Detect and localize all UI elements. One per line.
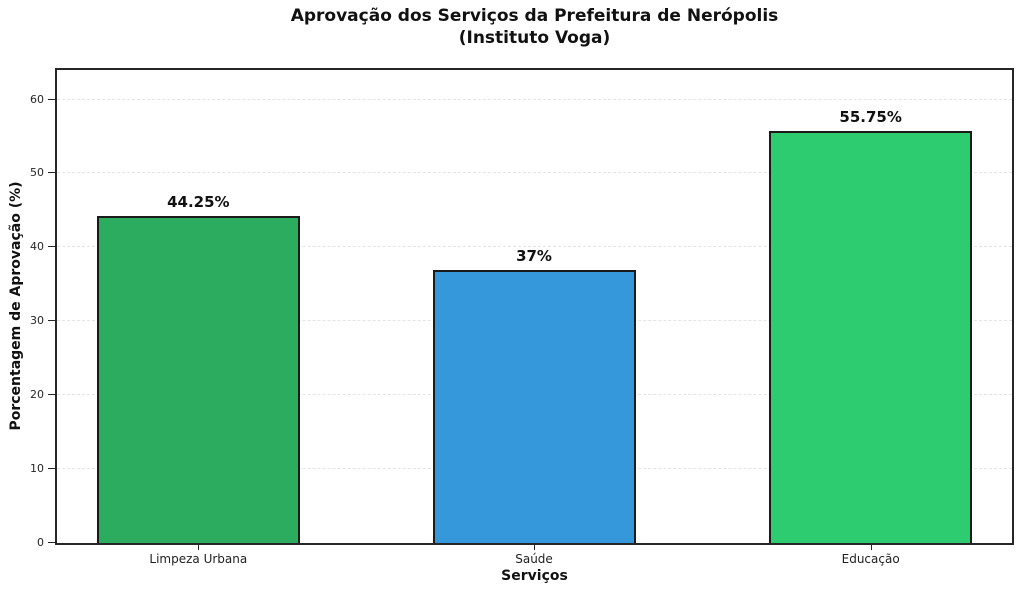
y-tick-label-0: 0 [37,536,44,549]
chart-title: Aprovação dos Serviços da Prefeitura de … [55,5,1014,49]
chart-title-line2: (Instituto Voga) [458,28,611,48]
bar-saúde [432,269,636,543]
x-tick-mark [198,545,200,550]
gridline-y-60 [57,98,1012,100]
y-tick-mark-40 [48,246,55,248]
bar-limpeza-urbana [96,215,300,543]
y-tick-mark-20 [48,394,55,396]
gridline-y-40 [57,246,1012,248]
y-tick-label-40: 40 [30,240,44,254]
y-tick-mark-10 [48,468,55,470]
y-tick-mark-50 [48,172,55,174]
chart-title-line1: Aprovação dos Serviços da Prefeitura de … [290,6,779,26]
x-axis-label: Serviços [501,568,568,584]
x-tick-label-educação: Educação [841,552,900,566]
plot-area [55,68,1014,545]
y-tick-mark-30 [48,320,55,322]
bar-educação [769,130,973,543]
gridline-y-50 [57,172,1012,174]
y-tick-label-30: 30 [30,314,44,328]
y-tick-label-50: 50 [30,166,44,180]
y-tick-label-10: 10 [30,462,44,476]
y-tick-label-60: 60 [30,92,44,106]
x-tick-label-limpeza-urbana: Limpeza Urbana [149,552,248,566]
bar-value-label: 37% [516,246,552,265]
bar-value-label: 55.75% [839,107,902,126]
x-tick-mark [870,545,872,550]
y-tick-mark-0 [48,542,55,543]
bar-value-label: 44.25% [167,192,230,211]
y-tick-label-20: 20 [30,388,44,402]
x-tick-mark [534,545,536,550]
y-tick-mark-60 [48,98,55,100]
x-tick-label-saúde: Saúde [515,552,553,566]
